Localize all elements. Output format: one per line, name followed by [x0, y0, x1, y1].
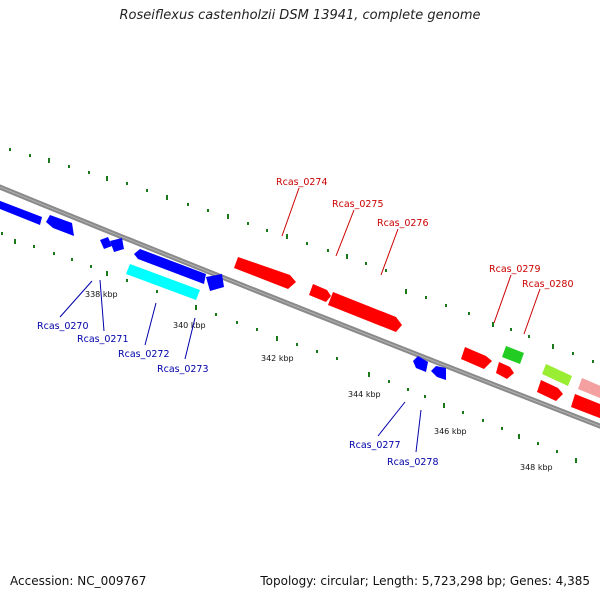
reverse-strand-genes: [0, 200, 446, 380]
reverse-gene-labels: Rcas_0270 Rcas_0271 Rcas_0272 Rcas_0273 …: [37, 279, 439, 468]
gene-red-right: [537, 380, 563, 401]
label-rcas-0273: Rcas_0273: [157, 364, 209, 375]
gene-rcas-0276: [328, 292, 402, 332]
forward-gene-labels: Rcas_0274 Rcas_0275 Rcas_0276 Rcas_0279 …: [276, 177, 574, 335]
accession-text: Accession: NC_009767: [10, 574, 147, 588]
tick-label-346: 346 kbp: [434, 427, 467, 436]
label-rcas-0278: Rcas_0278: [387, 457, 439, 468]
gene-cyan: [126, 264, 200, 300]
gene-rcas-0274: [234, 257, 296, 289]
label-rcas-0279: Rcas_0279: [489, 264, 541, 275]
tick-label-348: 348 kbp: [520, 463, 553, 472]
gene-rcas-0270: [46, 215, 74, 236]
gene-rcas-0272: [134, 249, 206, 284]
label-rcas-0275: Rcas_0275: [332, 199, 384, 210]
label-rcas-0277: Rcas_0277: [349, 440, 401, 451]
label-rcas-0270: Rcas_0270: [37, 321, 89, 332]
gene-rcas-0279: [461, 347, 492, 369]
label-rcas-0274: Rcas_0274: [276, 177, 328, 188]
forward-strand-genes: [234, 257, 600, 419]
gene-rcas-0273: [206, 274, 224, 291]
gene-rcas-0275: [309, 284, 331, 302]
genome-title: Roseiflexus castenholzii DSM 13941, comp…: [119, 8, 481, 23]
gene-green: [502, 346, 524, 364]
genome-summary-text: Topology: circular; Length: 5,723,298 bp…: [260, 574, 590, 588]
gene-rcas-0280: [496, 362, 514, 379]
gene-lime: [542, 364, 572, 386]
label-rcas-0280: Rcas_0280: [522, 279, 574, 290]
gene-red-edge: [571, 394, 600, 419]
label-rcas-0271: Rcas_0271: [77, 334, 129, 345]
gene-rcas-0278: [431, 366, 446, 380]
label-rcas-0272: Rcas_0272: [118, 349, 170, 360]
gene-rcas-0271b: [110, 238, 124, 252]
tick-label-344: 344 kbp: [348, 390, 381, 399]
tick-label-342: 342 kbp: [261, 354, 294, 363]
label-rcas-0276: Rcas_0276: [377, 218, 429, 229]
gene-rcas-0277: [413, 356, 428, 372]
gene-pink: [578, 378, 600, 398]
outer-tick-track: [9, 148, 594, 363]
genome-backbone: [0, 184, 600, 429]
gene-left-edge: [0, 200, 42, 225]
gene-rcas-0271a: [100, 237, 112, 249]
tick-label-340: 340 kbp: [173, 321, 206, 330]
inner-tick-track: [1, 232, 577, 463]
